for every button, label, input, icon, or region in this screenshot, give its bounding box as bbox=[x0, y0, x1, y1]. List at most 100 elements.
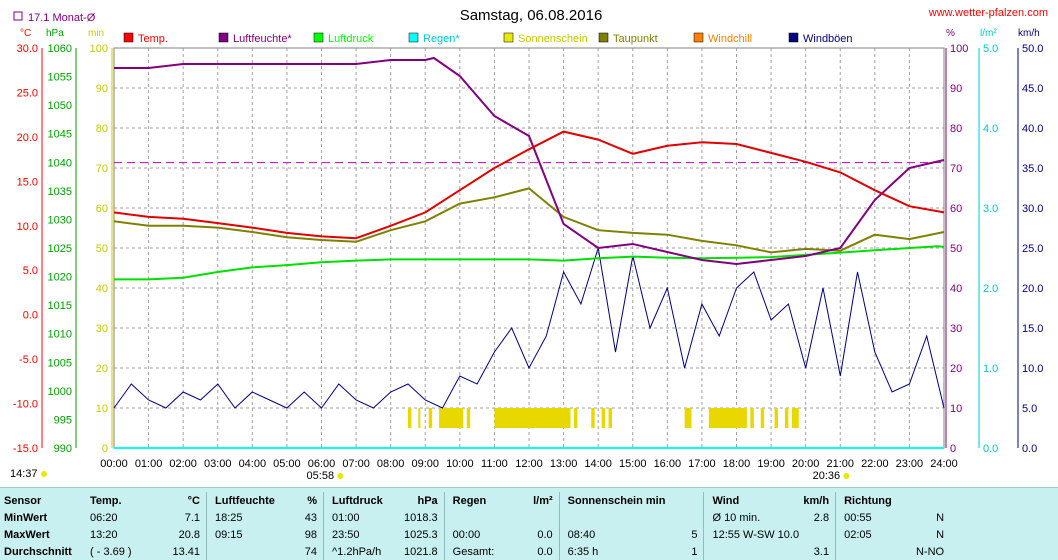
stats-cell bbox=[523, 509, 560, 526]
stats-cell: Gesamt: bbox=[443, 543, 523, 560]
stats-cell: 00:00 bbox=[443, 526, 523, 543]
pressure-tick-label: 1005 bbox=[48, 357, 72, 369]
stats-cell bbox=[665, 509, 704, 526]
stats-header-sun: Sonnenschein min bbox=[558, 492, 666, 509]
sunshine-bar bbox=[439, 408, 464, 428]
stats-cell bbox=[443, 509, 523, 526]
wind-tick-label: 45.0 bbox=[1022, 83, 1043, 95]
stats-cell: 02:05 bbox=[835, 526, 905, 543]
sun-tick-label: 60 bbox=[96, 203, 108, 215]
current-time-icon bbox=[41, 471, 47, 477]
stats-cell: 98 bbox=[304, 528, 317, 541]
sun-tick-label: 70 bbox=[96, 163, 108, 175]
stats-cell: 08:40 bbox=[558, 526, 666, 543]
sun-tick-label: 50 bbox=[96, 243, 108, 255]
pressure-tick-label: 1050 bbox=[48, 100, 72, 112]
sun-tick-label: 0 bbox=[102, 443, 108, 455]
stats-header-row: Sensor Temp. °C Luftfeuchte % Luftdruck … bbox=[4, 492, 950, 509]
pressure-tick-label: 990 bbox=[54, 443, 72, 455]
legend-swatch bbox=[598, 32, 609, 43]
legend-label: Windchill bbox=[708, 33, 752, 45]
humidity-tick-label: 100 bbox=[950, 43, 968, 55]
sunshine-bar bbox=[750, 408, 754, 428]
stats-cell: 74 bbox=[304, 545, 317, 558]
stats-row-max: MaxWert 13:20 20.8 09:15 98 23:50 1025.3… bbox=[4, 526, 950, 543]
wind-tick-label: 0.0 bbox=[1022, 443, 1037, 455]
sun-tick-label: 100 bbox=[90, 43, 108, 55]
sunshine-bar bbox=[608, 408, 612, 428]
pressure-unit-label: hPa bbox=[46, 28, 64, 39]
stats-cell: N bbox=[936, 511, 945, 524]
stats-cell: ^1.2hPa/h bbox=[323, 543, 404, 560]
stats-cell: 1 bbox=[691, 545, 698, 558]
pressure-tick-label: 1000 bbox=[48, 386, 72, 398]
pressure-tick-label: 1035 bbox=[48, 186, 72, 198]
x-tick-label: 09:00 bbox=[411, 458, 439, 470]
x-tick-label: 14:00 bbox=[584, 458, 612, 470]
temp-tick-label: -15.0 bbox=[13, 443, 38, 455]
sun-tick-label: 30 bbox=[96, 323, 108, 335]
wind-tick-label: 30.0 bbox=[1022, 203, 1043, 215]
stats-row-min: MinWert 06:20 7.1 18:25 43 01:00 1018.3 … bbox=[4, 509, 950, 526]
humidity-tick-label: 10 bbox=[950, 403, 962, 415]
sunshine-bar bbox=[684, 408, 692, 428]
sunrise-icon bbox=[337, 473, 344, 479]
stats-cell: 1021.8 bbox=[404, 545, 438, 558]
temp-tick-label: 25.0 bbox=[17, 87, 38, 99]
stats-cell: 13.41 bbox=[172, 545, 200, 558]
rain-tick-label: 2.0 bbox=[983, 283, 998, 295]
legend-swatch bbox=[313, 32, 324, 43]
pressure-line bbox=[114, 245, 945, 281]
sun-unit-label: min bbox=[88, 28, 104, 39]
sunrise-label: 05:58 bbox=[307, 470, 335, 482]
stats-cell: 3.1 bbox=[813, 545, 830, 558]
legend-label: Luftfeuchte* bbox=[233, 33, 292, 45]
pressure-tick-label: 1010 bbox=[48, 329, 72, 341]
pressure-tick-label: 1020 bbox=[48, 272, 72, 284]
stats-header-hum: Luftfeuchte bbox=[206, 492, 295, 509]
humidity-unit-label: % bbox=[946, 28, 955, 39]
x-tick-label: 11:00 bbox=[481, 458, 508, 470]
x-tick-label: 03:00 bbox=[204, 458, 232, 470]
humidity-tick-label: 60 bbox=[950, 203, 962, 215]
sun-tick-label: 10 bbox=[96, 403, 108, 415]
sunshine-bar bbox=[418, 408, 421, 428]
sunset-icon bbox=[843, 473, 850, 479]
wind-tick-label: 10.0 bbox=[1022, 363, 1043, 375]
stats-header-sensor: Sensor bbox=[4, 494, 42, 507]
stats-cell: 13:20 bbox=[90, 528, 118, 541]
stats-cell: 23:50 bbox=[323, 526, 404, 543]
sunshine-bar bbox=[591, 408, 595, 428]
stats-row-label: Durchschnitt bbox=[4, 545, 72, 558]
humidity-tick-label: 70 bbox=[950, 163, 962, 175]
x-tick-label: 18:00 bbox=[723, 458, 751, 470]
temp-tick-label: 10.0 bbox=[17, 221, 38, 233]
sunshine-bar bbox=[573, 408, 578, 428]
pressure-tick-label: 995 bbox=[54, 414, 72, 426]
legend-label: Taupunkt bbox=[613, 33, 658, 45]
stats-cell: 09:15 bbox=[206, 526, 295, 543]
wind-gust-line bbox=[113, 247, 945, 409]
stats-cell: 20.8 bbox=[178, 528, 200, 541]
x-tick-label: 17:00 bbox=[688, 458, 716, 470]
temp-tick-label: -10.0 bbox=[13, 399, 38, 411]
sunset-label: 20:36 bbox=[813, 470, 841, 482]
humidity-tick-label: 80 bbox=[950, 123, 962, 135]
humidity-tick-label: 40 bbox=[950, 283, 962, 295]
legend-label: Temp. bbox=[138, 33, 168, 45]
stats-cell bbox=[799, 526, 836, 543]
x-tick-label: 15:00 bbox=[619, 458, 647, 470]
chart-title: Samstag, 06.08.2016 bbox=[460, 7, 603, 24]
sunshine-bar bbox=[784, 408, 789, 428]
wind-unit-label: km/h bbox=[1018, 28, 1040, 39]
legend-swatch bbox=[788, 32, 799, 43]
sunshine-bar bbox=[791, 408, 799, 428]
stats-cell: 12:55 W-SW 10.0 bbox=[703, 526, 800, 543]
stats-cell: 1018.3 bbox=[404, 511, 438, 524]
wind-tick-label: 40.0 bbox=[1022, 123, 1043, 135]
wind-tick-label: 35.0 bbox=[1022, 163, 1043, 175]
legend-label: Windböen bbox=[803, 33, 853, 45]
humidity-tick-label: 50 bbox=[950, 243, 962, 255]
stats-table: Sensor Temp. °C Luftfeuchte % Luftdruck … bbox=[4, 492, 950, 560]
stats-cell: 7.1 bbox=[184, 511, 200, 524]
